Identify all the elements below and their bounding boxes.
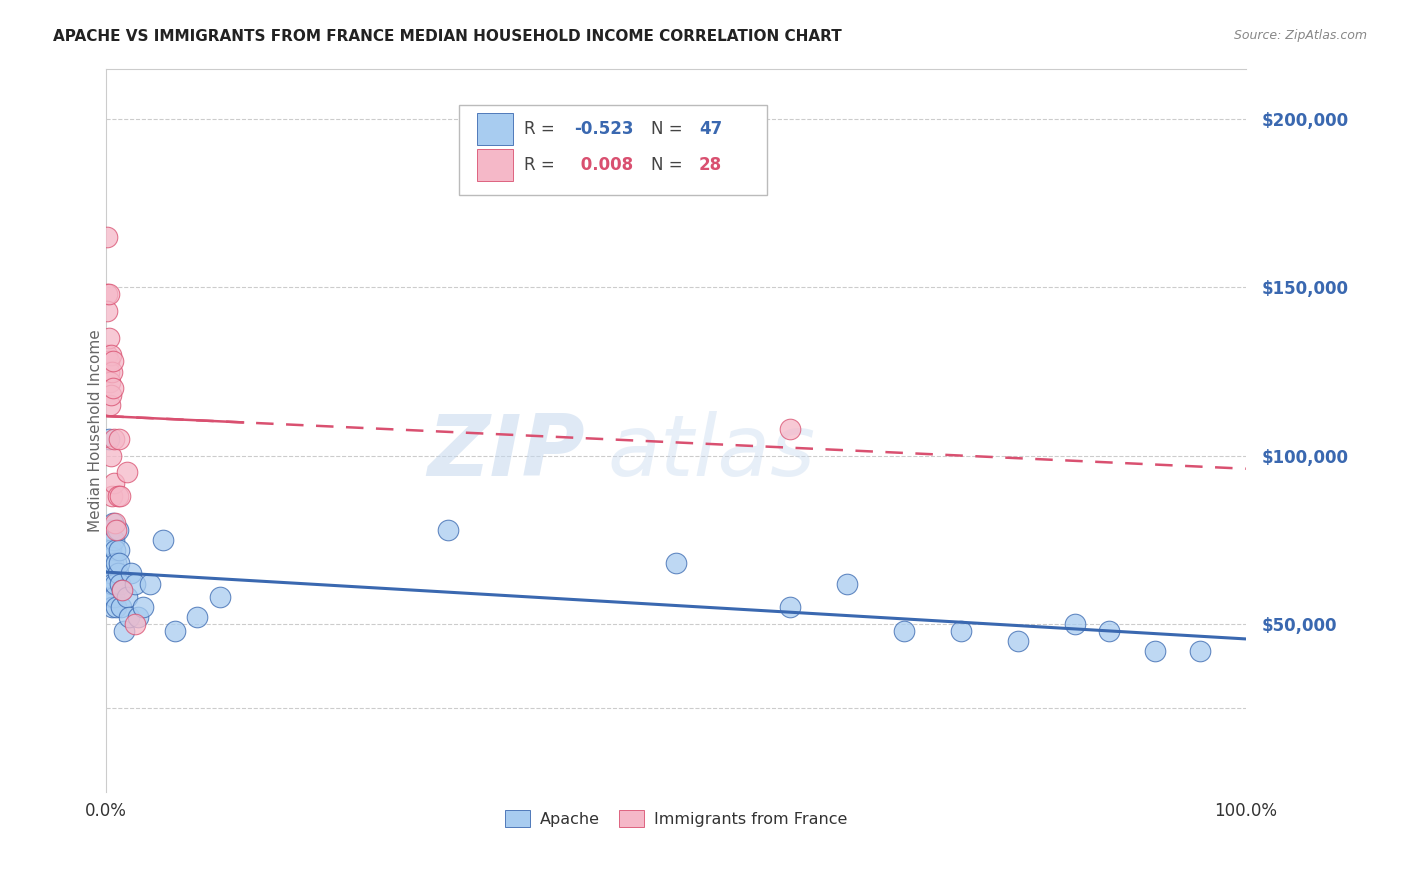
Text: -0.523: -0.523 [575,120,634,137]
Point [152,533,174,547]
Point [101,489,124,503]
Text: N =: N = [651,156,688,174]
Point [101,354,124,368]
Point [96,304,118,318]
Point [114,624,136,638]
Point [107,523,129,537]
Point [131,600,153,615]
Point [124,576,146,591]
Point [104,576,127,591]
Point [97,432,120,446]
Text: 28: 28 [699,156,721,174]
Y-axis label: Median Household Income: Median Household Income [87,329,103,532]
Point [101,600,124,615]
Point [111,583,134,598]
Point [101,549,124,564]
Point [100,590,122,604]
Point [98,375,121,389]
Point [104,516,127,530]
Point [100,449,122,463]
Point [97,354,120,368]
Point [101,381,124,395]
Point [108,489,131,503]
Text: N =: N = [651,120,688,137]
Point [127,610,149,624]
Point [96,557,118,571]
Point [107,432,129,446]
Point [104,543,127,558]
Text: Source: ZipAtlas.com: Source: ZipAtlas.com [1233,29,1367,42]
Point [124,617,146,632]
Point [98,523,121,537]
Point [1098,624,1121,638]
Point [105,600,128,615]
Point [100,388,122,402]
Point [110,600,132,615]
Point [779,422,801,436]
Text: APACHE VS IMMIGRANTS FROM FRANCE MEDIAN HOUSEHOLD INCOME CORRELATION CHART: APACHE VS IMMIGRANTS FROM FRANCE MEDIAN … [53,29,842,44]
Point [96,348,118,362]
Point [111,583,134,598]
Point [835,576,858,591]
Point [209,590,232,604]
Point [1063,617,1085,632]
Point [107,543,129,558]
Point [100,543,122,558]
Point [96,230,118,244]
FancyBboxPatch shape [460,104,768,195]
Text: atlas: atlas [607,410,815,493]
Point [107,489,129,503]
Point [665,557,688,571]
Point [1189,644,1212,658]
Text: 0.008: 0.008 [575,156,633,174]
Point [96,287,118,301]
Point [101,557,124,571]
Point [101,516,124,530]
Point [437,523,460,537]
Text: R =: R = [524,120,561,137]
Point [118,610,141,624]
Point [103,432,125,446]
Point [97,287,120,301]
Point [101,364,124,378]
FancyBboxPatch shape [477,112,513,145]
Legend: Apache, Immigrants from France: Apache, Immigrants from France [496,802,855,835]
Point [949,624,972,638]
Point [186,610,208,624]
Point [120,566,142,581]
Point [97,331,120,345]
Point [115,590,138,604]
Point [1007,633,1029,648]
Point [163,624,186,638]
Point [893,624,915,638]
Point [107,557,129,571]
Point [115,466,138,480]
Point [108,576,131,591]
Point [1143,644,1166,658]
Text: ZIP: ZIP [427,410,585,493]
Point [103,590,125,604]
Point [97,364,120,378]
Point [138,576,160,591]
Point [101,576,124,591]
Point [98,566,121,581]
Text: R =: R = [524,156,561,174]
FancyBboxPatch shape [477,149,513,181]
Point [98,398,121,412]
Point [103,475,125,490]
Point [105,557,128,571]
Point [107,566,129,581]
Point [779,600,801,615]
Text: 47: 47 [699,120,723,137]
Point [100,348,122,362]
Point [103,533,125,547]
Point [105,523,128,537]
